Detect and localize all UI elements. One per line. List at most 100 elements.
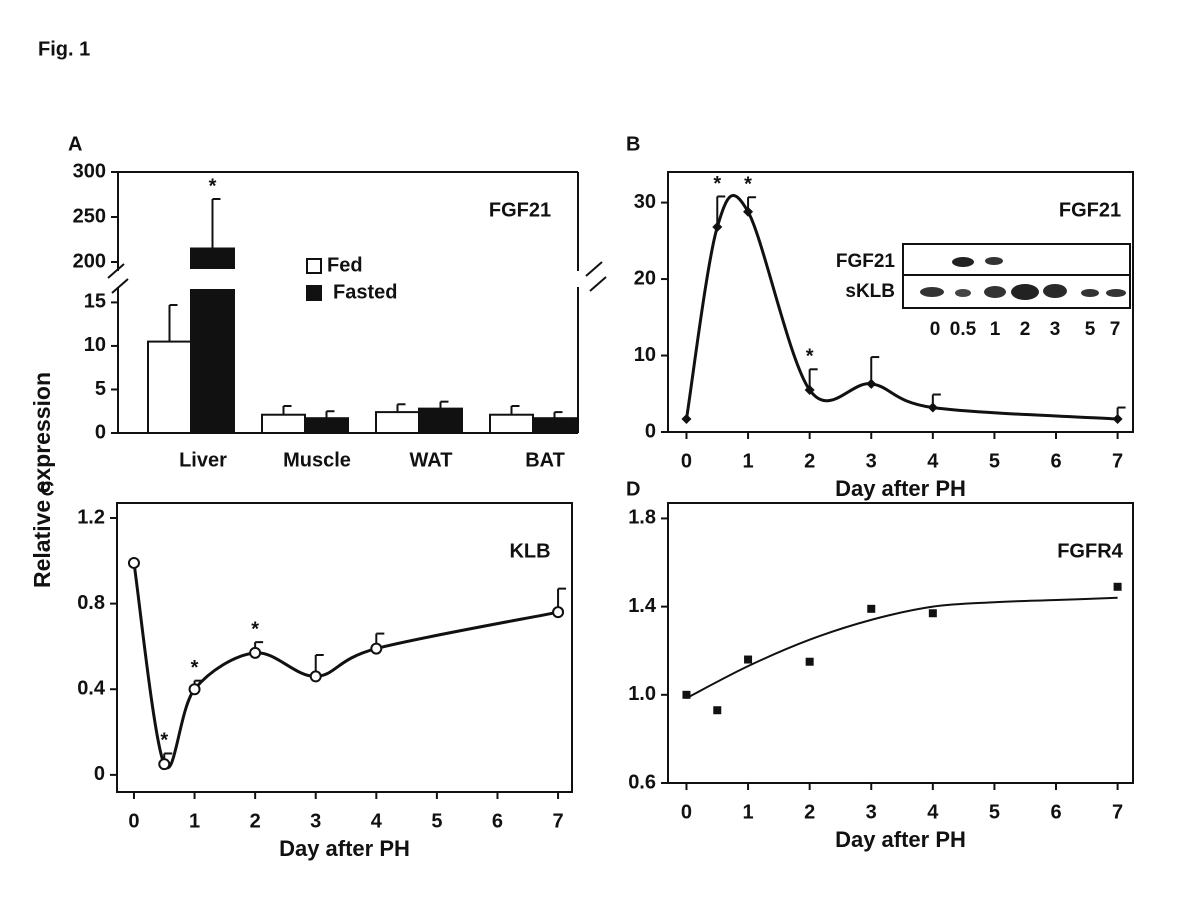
x-tick-label: 5: [431, 810, 442, 832]
x-tick-label: 7: [1112, 450, 1123, 472]
western-blot-inset: [902, 243, 1131, 309]
x-tick-label: 4: [927, 801, 939, 823]
bar: [418, 407, 463, 435]
y-tick-label: 0: [645, 420, 656, 442]
y-tick-label: 0.4: [77, 678, 106, 700]
x-tick-label: 7: [1112, 801, 1123, 823]
y-tick-label: 10: [84, 334, 106, 356]
data-point: [127, 556, 140, 569]
x-tick-label: 5: [989, 801, 1000, 823]
bar: [375, 411, 420, 435]
significance-mark: *: [209, 175, 217, 197]
data-point: [804, 384, 815, 395]
x-axis-label: Day after PH: [835, 827, 966, 852]
blot-lane-label: 0.5: [950, 319, 977, 340]
blot-lane-label: 3: [1050, 319, 1061, 340]
data-point: [743, 206, 754, 217]
y-tick-label: 200: [73, 250, 106, 272]
x-tick-label: 3: [310, 810, 321, 832]
bar: [304, 417, 349, 435]
data-point: [805, 657, 814, 666]
series-line: [132, 562, 559, 769]
y-tick-label: 0: [95, 421, 106, 443]
blot-row-label: sKLB: [845, 281, 895, 302]
figure-title: Fig. 1: [38, 38, 90, 60]
trend-line: [686, 596, 1118, 700]
y-tick-label: 300: [73, 160, 106, 182]
panel-label: KLB: [509, 540, 550, 562]
x-tick-label: 0: [681, 801, 692, 823]
plot-frame: [116, 502, 573, 793]
legend-label: Fasted: [333, 281, 397, 303]
x-tick-label: 2: [804, 450, 815, 472]
y-tick-label: 20: [634, 267, 656, 289]
plot-frame: [667, 171, 1134, 433]
data-point: [188, 683, 201, 696]
legend-label: Fed: [327, 254, 363, 276]
y-tick-label: 5: [95, 378, 106, 400]
panel-letter: A: [68, 133, 82, 155]
x-tick-label: BAT: [525, 449, 565, 471]
y-tick-label: 1.0: [628, 683, 656, 705]
bar: [190, 247, 235, 269]
significance-mark: *: [251, 618, 259, 640]
y-tick-label: 0.8: [77, 592, 105, 614]
x-tick-label: 3: [866, 801, 877, 823]
data-point: [681, 414, 692, 424]
x-tick-label: Muscle: [283, 449, 351, 471]
significance-mark: *: [191, 657, 199, 679]
panel-letter: D: [626, 478, 640, 500]
data-point: [1113, 582, 1122, 591]
x-tick-label: 0: [128, 810, 139, 832]
y-tick-label: 1.2: [77, 506, 105, 528]
data-point: [370, 642, 383, 655]
x-tick-label: Liver: [179, 449, 227, 471]
x-tick-label: 3: [866, 450, 877, 472]
significance-mark: *: [744, 174, 752, 196]
data-point: [866, 378, 877, 389]
x-tick-label: 1: [743, 801, 754, 823]
bar: [147, 340, 192, 434]
blot-lane-label: 1: [990, 319, 1001, 340]
data-point: [1112, 414, 1123, 424]
y-tick-label: 30: [634, 191, 656, 213]
y-tick-label: 1.4: [628, 595, 657, 617]
blot-row-label: FGF21: [836, 251, 896, 272]
significance-mark: *: [713, 173, 721, 195]
data-point: [744, 655, 753, 664]
data-point: [867, 604, 876, 613]
x-tick-label: WAT: [410, 449, 453, 471]
significance-mark: *: [160, 730, 168, 752]
legend-swatch: [306, 258, 322, 274]
x-tick-label: 4: [371, 810, 383, 832]
x-tick-label: 6: [1050, 801, 1061, 823]
blot-lane-label: 7: [1110, 319, 1121, 340]
plot-frame: [667, 502, 1134, 784]
y-tick-label: 0: [94, 763, 105, 785]
data-point: [249, 646, 262, 659]
panel-label: FGFR4: [1057, 540, 1123, 562]
data-point: [552, 606, 565, 619]
x-tick-label: 1: [743, 450, 754, 472]
data-point: [928, 609, 937, 618]
x-tick-label: 1: [189, 810, 200, 832]
x-tick-label: 2: [804, 801, 815, 823]
x-tick-label: 5: [989, 450, 1000, 472]
data-point: [309, 670, 322, 683]
bar: [532, 417, 577, 435]
y-tick-label: 10: [634, 344, 656, 366]
y-axis-label: Relative expression: [29, 372, 55, 588]
x-tick-label: 2: [250, 810, 261, 832]
panel-label: FGF21: [489, 199, 551, 221]
data-point: [158, 758, 171, 771]
y-tick-label: 250: [73, 205, 106, 227]
y-tick-label: 15: [84, 291, 106, 313]
panel-letter: B: [626, 133, 640, 155]
blot-lane-label: 5: [1085, 319, 1096, 340]
data-point: [712, 222, 723, 233]
data-point: [713, 706, 722, 715]
x-axis-label: Day after PH: [279, 836, 410, 861]
panel-letter: C: [40, 478, 54, 500]
panel-label: FGF21: [1059, 199, 1121, 221]
